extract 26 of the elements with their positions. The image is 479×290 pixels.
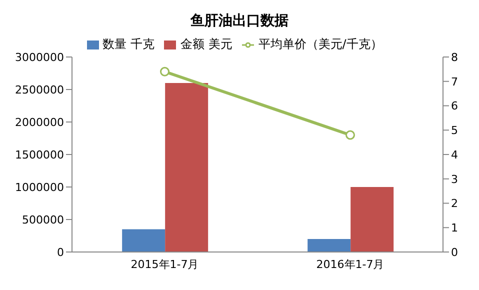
y2-tick-label: 0 — [451, 246, 458, 259]
y-tick-label: 1000000 — [15, 180, 64, 194]
bar — [308, 239, 351, 252]
y-tick-label: 3000000 — [15, 50, 64, 64]
y2-tick-label: 6 — [451, 100, 458, 113]
y-tick-label: 2500000 — [15, 83, 64, 96]
y2-tick-label: 1 — [451, 222, 458, 235]
y-tick-label: 2000000 — [15, 116, 64, 129]
bar — [122, 229, 166, 252]
y-tick-label: 0 — [57, 246, 64, 259]
bar — [165, 83, 208, 252]
chart-title: 鱼肝油出口数据 — [189, 12, 290, 31]
y2-tick-label: 3 — [451, 172, 458, 186]
y2-tick-label: 7 — [451, 75, 458, 88]
y2-tick-label: 8 — [451, 50, 458, 64]
y2-tick-label: 5 — [451, 124, 458, 138]
legend-label: 数量 千克 — [102, 37, 154, 51]
y2-tick-label: 2 — [451, 197, 458, 210]
x-tick-label: 2016年1-7月 — [316, 258, 384, 271]
y-tick-label: 1500000 — [15, 148, 64, 162]
legend-label: 平均单价（美元/千克） — [258, 37, 382, 51]
y-tick-label: 500000 — [22, 213, 64, 226]
y2-tick-label: 4 — [451, 148, 458, 162]
bar — [350, 187, 394, 252]
legend-label: 金额 美元 — [180, 37, 232, 51]
x-tick-label: 2015年1-7月 — [130, 258, 199, 271]
